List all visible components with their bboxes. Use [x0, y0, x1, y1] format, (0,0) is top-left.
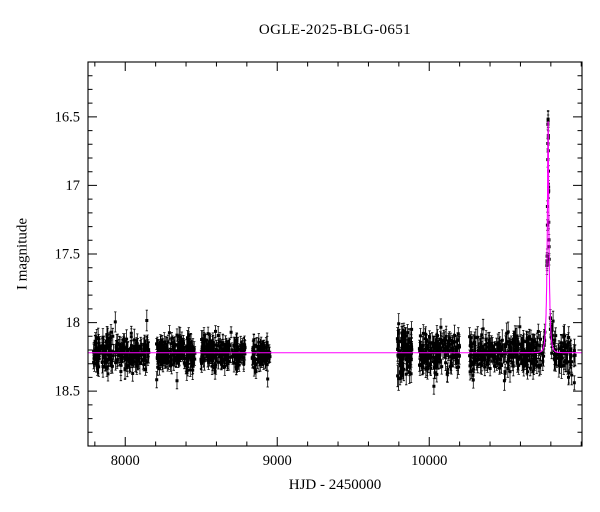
y-tick-label: 17.5: [55, 247, 80, 263]
data-points: [92, 117, 577, 388]
axis-box: [87, 61, 583, 447]
x-tick-label: 9000: [263, 453, 292, 469]
y-tick-label: 17: [66, 178, 81, 194]
x-tick-label: 10000: [411, 453, 447, 469]
x-tick-label: 8000: [111, 453, 140, 469]
y-tick-label: 18.5: [55, 384, 80, 400]
y-tick-label: 16.5: [55, 109, 80, 125]
y-tick-label: 18: [66, 315, 81, 331]
axis-ticks: [88, 62, 582, 446]
model-curve: [88, 121, 582, 354]
x-axis-label: HJD - 2450000: [288, 477, 382, 493]
chart-title: OGLE-2025-BLG-0651: [258, 22, 412, 38]
